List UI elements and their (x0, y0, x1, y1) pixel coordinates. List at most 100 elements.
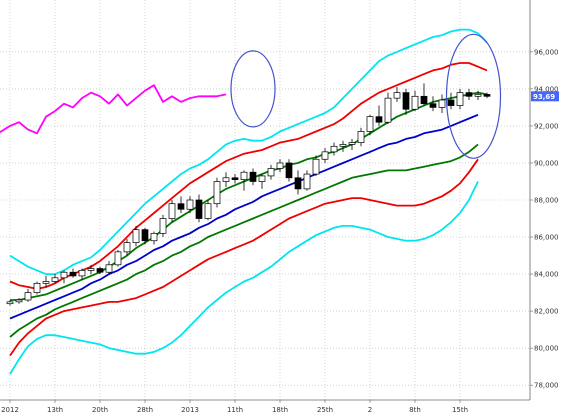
candle-body-up (159, 218, 167, 234)
candle-body-up (87, 268, 95, 271)
x-tick-label: 2 (368, 406, 372, 414)
candle (465, 88, 473, 100)
candle-body-up (213, 181, 221, 205)
series-line-1 (9, 62, 488, 290)
y-tick-label: 82,000 (534, 308, 559, 316)
candle (105, 261, 113, 275)
candle-body-up (168, 203, 176, 219)
candle (375, 105, 383, 126)
candle (294, 170, 302, 195)
series-line-7 (0, 84, 227, 135)
candle-body-down (294, 177, 302, 190)
candle-body-up (114, 251, 122, 266)
candle-body-up (15, 299, 23, 303)
candle (141, 227, 149, 245)
candle (285, 159, 293, 182)
candle (447, 92, 455, 110)
candle (429, 96, 437, 112)
candle-body-up (222, 177, 230, 182)
candle-body-up (348, 142, 356, 145)
x-tick-label: 2012 (1, 406, 19, 414)
candle-body-down (429, 103, 437, 108)
x-tick-label: 13th (47, 406, 63, 414)
candle (240, 170, 248, 191)
candle (78, 268, 86, 280)
candle-body-down (231, 177, 239, 180)
candle (456, 88, 464, 110)
candle (330, 142, 338, 156)
candle-body-up (42, 281, 50, 284)
series-line-2 (10, 91, 488, 301)
candle-body-up (366, 116, 374, 132)
candle (267, 164, 275, 180)
x-tick-label: 2013 (181, 406, 199, 414)
candle (357, 127, 365, 147)
last-price-tag: 93,69 (531, 91, 559, 102)
candle-body-down (465, 92, 473, 97)
candle-body-up (303, 173, 311, 190)
candle-body-up (204, 203, 212, 219)
candle (15, 298, 23, 304)
candle-body-up (456, 92, 464, 106)
candle (222, 172, 230, 188)
y-tick-label: 92,000 (534, 122, 559, 130)
candle-body-down (249, 171, 257, 182)
candle (393, 87, 401, 102)
candle (348, 138, 356, 150)
candle-body-down (420, 95, 428, 105)
candle (114, 250, 122, 267)
series-line-6 (9, 181, 479, 375)
candle-body-down (447, 99, 455, 106)
y-tick-label: 88,000 (534, 197, 559, 205)
candle-body-up (393, 92, 401, 99)
x-tick-label: 15th (452, 406, 468, 414)
x-tick-label: 18th (272, 406, 288, 414)
candle (276, 159, 284, 173)
candle (186, 196, 194, 213)
annotation-layer (230, 33, 502, 159)
series-line-4 (9, 143, 479, 338)
candle (402, 88, 410, 115)
candle-body-down (195, 199, 203, 219)
annotation-ellipse (445, 33, 502, 159)
candle (231, 174, 239, 184)
candle-body-down (69, 271, 77, 277)
y-tick-label: 90,000 (534, 159, 559, 167)
candle-body-up (330, 145, 338, 153)
candle (474, 90, 482, 100)
x-tick-label: 25th (317, 406, 333, 414)
x-tick-label: 8th (409, 406, 421, 414)
candle-body-up (357, 131, 365, 143)
candle (51, 274, 59, 284)
candle-body-down (141, 229, 149, 242)
candle-body-up (24, 292, 32, 301)
series-line-3 (9, 113, 479, 320)
candle-body-up (6, 301, 14, 305)
candle-body-up (438, 99, 446, 108)
candle (258, 174, 266, 189)
candle (123, 238, 131, 256)
series-line-0 (9, 28, 488, 276)
candle (339, 140, 347, 152)
candle-body-down (96, 268, 104, 273)
candle (87, 264, 95, 275)
x-tick-label: 20th (92, 406, 108, 414)
candle (204, 200, 212, 221)
candle-body-up (321, 151, 329, 160)
candle-body-up (276, 162, 284, 169)
candle (213, 177, 221, 208)
candle (195, 194, 203, 223)
candle-body-up (258, 175, 266, 182)
y-tick-label: 94,000 (534, 85, 559, 93)
last-price-tag-text: 93,69 (533, 93, 555, 101)
candle (96, 266, 104, 275)
candle-layer (6, 83, 491, 306)
candle-body-down (483, 94, 491, 97)
candle (159, 214, 167, 238)
y-tick-label: 80,000 (534, 345, 559, 353)
candle-body-down (177, 203, 185, 210)
candle (366, 114, 374, 136)
candle-body-up (186, 199, 194, 210)
candle (321, 148, 329, 163)
candle (33, 281, 41, 295)
